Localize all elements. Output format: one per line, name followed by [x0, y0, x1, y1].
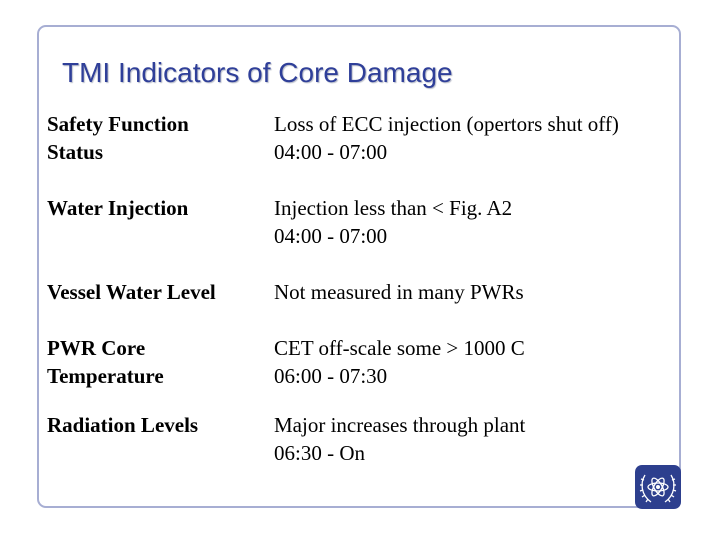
row-label: Radiation Levels [47, 413, 199, 437]
row-label: PWR Core Temperature [47, 336, 164, 388]
row-label: Safety Function Status [47, 112, 189, 164]
row-label: Vessel Water Level [47, 280, 216, 304]
row-value: Loss of ECC injection (opertors shut off… [274, 112, 619, 164]
row-value: CET off-scale some > 1000 C 06:00 - 07:3… [274, 336, 525, 388]
slide-frame [37, 25, 681, 508]
row-value: Injection less than < Fig. A2 04:00 - 07… [274, 196, 513, 248]
atom-emblem-icon [635, 465, 681, 509]
row-value: Major increases through plant 06:30 - On [274, 413, 526, 465]
row-label: Water Injection [47, 196, 189, 220]
row-value: Not measured in many PWRs [274, 280, 524, 304]
slide-title: TMI Indicators of Core Damage [62, 57, 453, 88]
indicators-table: Safety Function Status Loss of ECC injec… [40, 104, 682, 472]
